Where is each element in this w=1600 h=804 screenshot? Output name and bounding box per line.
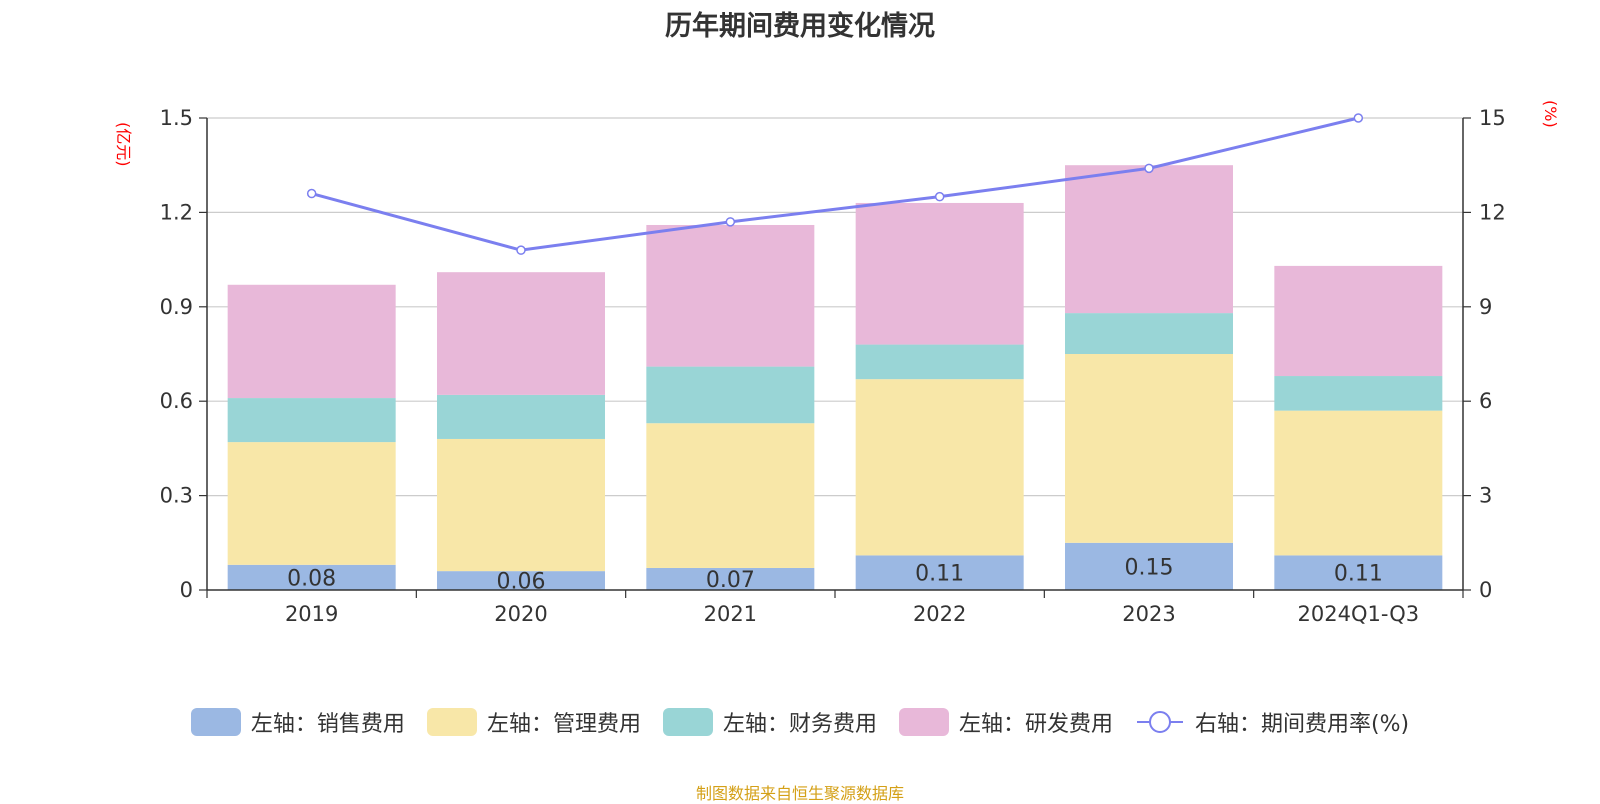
legend-label-rate: 右轴：期间费用率(%) bbox=[1194, 712, 1410, 737]
legend-item-finance[interactable]: 左轴：财务费用 bbox=[662, 706, 877, 738]
left-axis-tick-label: 0.6 bbox=[160, 389, 193, 413]
rate-point bbox=[306, 188, 317, 199]
legend-label-rnd: 左轴：研发费用 bbox=[958, 712, 1113, 737]
bar-segment bbox=[1274, 555, 1443, 590]
legend-item-sales[interactable]: 左轴：销售费用 bbox=[190, 706, 405, 738]
rate-point bbox=[1144, 163, 1154, 174]
x-axis-tick-label: 2019 bbox=[285, 602, 338, 626]
bar-value-label: 0.06 bbox=[497, 570, 546, 595]
bar-segment bbox=[1274, 376, 1443, 411]
rate-point bbox=[516, 245, 526, 255]
bar-value-label: 0.08 bbox=[287, 566, 336, 591]
left-axis-tick-label: 0 bbox=[180, 578, 193, 602]
bar-segment bbox=[855, 555, 1024, 590]
bar-segment bbox=[227, 564, 396, 590]
bar-segment bbox=[227, 398, 396, 443]
right-axis-tick-label: 3 bbox=[1479, 484, 1492, 508]
bar-segment bbox=[855, 202, 1024, 345]
bar-segment bbox=[437, 438, 605, 572]
legend-swatch-finance bbox=[662, 708, 713, 736]
bar-segment bbox=[855, 379, 1024, 556]
left-axis-tick-label: 1.5 bbox=[160, 106, 193, 130]
bar-segment bbox=[227, 442, 396, 565]
right-axis-tick-label: 12 bbox=[1479, 200, 1506, 224]
gridlines bbox=[207, 117, 1463, 497]
legend-item-rate[interactable]: 右轴：期间费用率(%) bbox=[1135, 706, 1409, 738]
x-axis-tick-label: 2024Q1-Q3 bbox=[1298, 602, 1420, 626]
bar-segment bbox=[855, 344, 1024, 380]
legend-label-sales: 左轴：销售费用 bbox=[250, 712, 405, 737]
bar-segment bbox=[1065, 542, 1233, 590]
rate-point bbox=[1353, 113, 1364, 123]
rate-point bbox=[725, 217, 736, 227]
left-axis-tick-label: 1.2 bbox=[160, 200, 193, 224]
bar-segment bbox=[646, 224, 815, 367]
bar-segment bbox=[1065, 354, 1233, 543]
bar-segment bbox=[646, 423, 815, 568]
bar-value-label: 0.07 bbox=[706, 568, 755, 593]
x-axis-tick-label: 2021 bbox=[704, 602, 757, 626]
bar-segment bbox=[646, 567, 815, 590]
left-axis-tick-label: 0.9 bbox=[160, 295, 193, 319]
bar-segment bbox=[437, 571, 605, 590]
bar-segment bbox=[1274, 410, 1443, 556]
legend: 左轴：销售费用 左轴：管理费用 左轴：财务费用 左轴：研发费用 右轴：期间费用率… bbox=[0, 706, 1600, 738]
x-axis-tick-label: 2022 bbox=[913, 602, 966, 626]
rate-point bbox=[934, 191, 945, 202]
bar-segment bbox=[227, 284, 396, 399]
bar-segment bbox=[1065, 313, 1233, 354]
legend-swatch-sales bbox=[190, 708, 241, 736]
legend-label-admin: 左轴：管理费用 bbox=[486, 712, 641, 737]
x-axis-tick-label: 2023 bbox=[1122, 602, 1175, 626]
chart-title: 历年期间费用变化情况 bbox=[665, 11, 935, 42]
bar-segment bbox=[437, 394, 605, 439]
bars bbox=[227, 165, 1443, 590]
data-labels: 0.08 0.06 0.07 0.11 0.15 0.11 bbox=[287, 555, 1383, 594]
right-axis-tick-label: 9 bbox=[1479, 295, 1492, 319]
left-axis-tick-label: 0.3 bbox=[160, 484, 193, 508]
legend-line-icon bbox=[1136, 711, 1183, 733]
right-axis-tick-label: 0 bbox=[1479, 578, 1492, 602]
rate-polyline bbox=[311, 116, 1359, 252]
bar-segment bbox=[437, 272, 605, 395]
legend-swatch-admin bbox=[426, 708, 477, 736]
legend-item-rnd[interactable]: 左轴：研发费用 bbox=[898, 706, 1113, 738]
data-source-note: 制图数据来自恒生聚源数据库 bbox=[695, 784, 904, 803]
x-axis-tick-label: 2020 bbox=[494, 602, 547, 626]
legend-swatch-rnd bbox=[898, 708, 949, 736]
right-axis-tick-label: 15 bbox=[1479, 106, 1506, 130]
right-axis-tick-label: 6 bbox=[1479, 389, 1492, 413]
bar-value-label: 0.11 bbox=[1334, 562, 1383, 587]
legend-label-finance: 左轴：财务费用 bbox=[722, 712, 877, 737]
axes: 0 0.3 0.6 0.9 1.2 1.5 0 3 6 9 12 15 2019 2020 2021 2022… bbox=[160, 106, 1506, 626]
bar-value-label: 0.15 bbox=[1125, 555, 1174, 580]
legend-item-admin[interactable]: 左轴：管理费用 bbox=[426, 706, 641, 738]
bar-segment bbox=[1274, 265, 1443, 377]
bar-value-label: 0.11 bbox=[915, 562, 964, 587]
bar-segment bbox=[646, 366, 815, 424]
bar-segment bbox=[1065, 165, 1233, 314]
rate-line bbox=[306, 113, 1364, 255]
